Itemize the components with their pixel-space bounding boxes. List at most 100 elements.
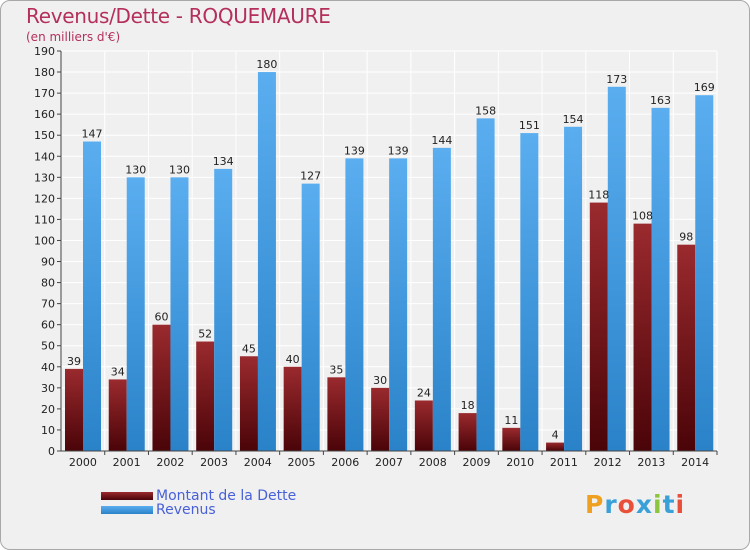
proxiti-logo: Proxiti	[585, 490, 685, 519]
value-label-dette: 24	[417, 386, 431, 399]
x-tick-label: 2004	[244, 456, 272, 469]
bar-dette	[371, 387, 390, 451]
logo-letter: t	[662, 490, 676, 519]
value-label-revenus: 180	[256, 58, 277, 71]
x-tick-label: 2014	[681, 456, 709, 469]
y-tick-label: 70	[41, 298, 55, 311]
bars	[65, 72, 714, 452]
value-label-revenus: 151	[519, 119, 540, 132]
value-labels: 39 34 60 52 45 40 35 30 24 18 11 4 118 108 98 147 130 130…	[67, 58, 715, 442]
y-tick-label: 140	[34, 150, 55, 163]
y-tick-label: 50	[41, 340, 55, 353]
logo-letter: i	[675, 490, 686, 519]
value-label-revenus: 154	[563, 113, 584, 126]
value-label-revenus: 173	[606, 73, 627, 86]
x-tick-label: 2007	[375, 456, 403, 469]
y-tick-label: 190	[34, 45, 55, 58]
value-label-dette: 98	[679, 231, 693, 244]
bar-revenus	[83, 141, 101, 452]
value-label-revenus: 158	[475, 104, 496, 117]
value-label-dette: 35	[329, 363, 343, 376]
value-label-dette: 118	[588, 189, 609, 202]
y-tick-label: 90	[41, 256, 55, 269]
bar-revenus	[695, 95, 714, 452]
y-tick-label: 130	[34, 171, 55, 184]
chart-subtitle: (en milliers d'€)	[26, 30, 121, 44]
bar-revenus	[651, 107, 670, 451]
value-label-revenus: 144	[431, 134, 452, 147]
value-label-revenus: 130	[169, 163, 190, 176]
x-tick-label: 2006	[331, 456, 359, 469]
value-label-dette: 40	[286, 353, 300, 366]
y-tick-label: 110	[34, 213, 55, 226]
y-tick-label: 20	[41, 403, 55, 416]
bar-dette	[677, 244, 696, 451]
x-tick-label: 2000	[69, 456, 97, 469]
y-tick-label: 160	[34, 108, 55, 121]
bar-revenus	[126, 177, 145, 451]
value-label-dette: 45	[242, 342, 256, 355]
bar-revenus	[389, 158, 408, 452]
y-tick-label: 0	[48, 445, 55, 458]
x-tick-label: 2011	[550, 456, 578, 469]
logo-letter: i	[653, 490, 663, 519]
bar-dette	[589, 202, 608, 451]
x-tick-label: 2005	[288, 456, 316, 469]
y-tick-label: 10	[41, 424, 55, 437]
legend-label-revenus: Revenus	[156, 502, 216, 518]
y-tick-label: 40	[41, 361, 55, 374]
legend-label-dette: Montant de la Dette	[156, 488, 297, 504]
value-label-revenus: 134	[213, 155, 234, 168]
logo-letter: P	[585, 490, 605, 519]
logo-letter: o	[617, 490, 636, 519]
bar-dette	[502, 427, 521, 451]
value-label-revenus: 139	[388, 144, 409, 157]
x-tick-label: 2012	[594, 456, 622, 469]
bar-dette	[196, 341, 215, 451]
y-tick-label: 150	[34, 129, 55, 142]
value-label-revenus: 127	[300, 170, 321, 183]
value-label-dette: 11	[504, 414, 518, 427]
bar-dette	[152, 324, 171, 451]
bar-dette	[414, 400, 433, 451]
axes: 0 10 20 30 40 50 60 70 80 90 100 110 120 130 140 150 160…	[34, 45, 718, 469]
value-label-revenus: 130	[125, 163, 146, 176]
y-tick-label: 100	[34, 234, 55, 247]
x-tick-label: 2010	[506, 456, 534, 469]
value-label-dette: 108	[632, 210, 653, 223]
x-tick-label: 2009	[462, 456, 490, 469]
value-label-revenus: 139	[344, 144, 365, 157]
y-tick-label: 80	[41, 277, 55, 290]
value-label-revenus: 147	[82, 128, 103, 141]
bar-dette	[108, 379, 127, 451]
bar-revenus	[170, 177, 189, 451]
y-tick-label: 170	[34, 87, 55, 100]
value-label-revenus: 163	[650, 94, 671, 107]
bar-revenus	[432, 147, 451, 451]
x-tick-label: 2003	[200, 456, 228, 469]
bar-revenus	[301, 183, 320, 451]
x-tick-label: 2001	[113, 456, 141, 469]
bar-revenus	[476, 118, 495, 452]
legend-swatch-dette	[101, 492, 153, 500]
bar-dette	[327, 377, 346, 451]
chart-title: Revenus/Dette - ROQUEMAURE	[26, 4, 331, 28]
logo-letter: x	[635, 490, 653, 519]
legend-item-dette: Montant de la Dette	[101, 488, 296, 504]
x-tick-label: 2002	[156, 456, 184, 469]
y-tick-label: 30	[41, 382, 55, 395]
value-label-dette: 30	[373, 374, 387, 387]
bar-revenus	[520, 133, 539, 451]
legend-item-revenus: Revenus	[101, 502, 216, 518]
bar-dette	[239, 356, 258, 451]
bar-dette	[283, 366, 302, 451]
y-tick-label: 180	[34, 66, 55, 79]
bar-dette	[546, 442, 565, 451]
y-tick-label: 60	[41, 319, 55, 332]
legend-swatch-revenus	[101, 506, 153, 514]
x-tick-label: 2008	[419, 456, 447, 469]
x-tick-label: 2013	[637, 456, 665, 469]
bar-revenus	[345, 158, 364, 452]
